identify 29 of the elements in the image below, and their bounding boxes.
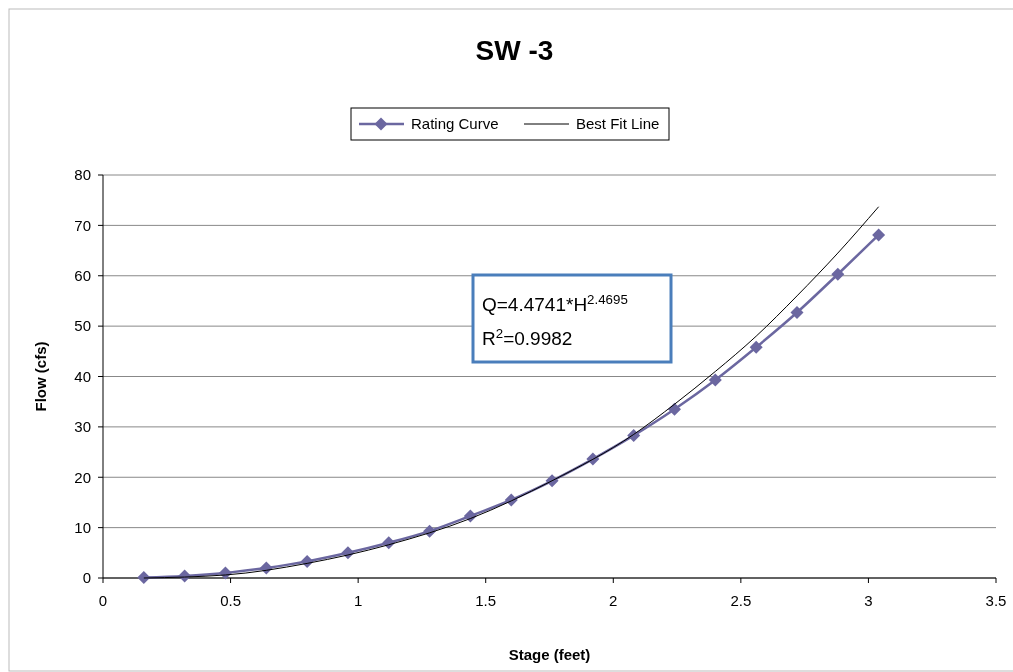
y-tick-label: 40 — [74, 367, 91, 385]
y-axis-title: Flow (cfs) — [32, 341, 49, 412]
legend-label: Best Fit Line — [576, 115, 660, 133]
y-tick-label: 10 — [74, 518, 91, 536]
x-tick-label: 1.5 — [475, 592, 497, 609]
y-tick-label: 80 — [74, 166, 91, 184]
y-tick-label: 50 — [74, 317, 91, 335]
x-tick-label: 2 — [609, 592, 618, 609]
y-tick-label: 0 — [82, 569, 91, 587]
x-tick-label: 2.5 — [730, 592, 752, 609]
y-tick-label: 30 — [74, 418, 91, 436]
x-axis-title: Stage (feet) — [508, 646, 591, 663]
x-tick-label: 1 — [353, 592, 363, 609]
annotation: Q=4.4741*H$^{2.4695}$ — [482, 291, 628, 315]
x-tick-label: 3.5 — [985, 592, 1007, 609]
legend-label: Rating Curve — [411, 115, 499, 133]
y-tick-label: 60 — [74, 267, 91, 284]
x-tick-label: 0.5 — [220, 592, 241, 609]
point — [749, 340, 763, 354]
y-tick-label: 70 — [74, 216, 91, 234]
point — [831, 267, 845, 281]
point — [708, 373, 722, 387]
point — [790, 306, 804, 320]
chart-title: SW -3 — [475, 35, 554, 66]
annotation: R$^{2}$=0.9982 — [482, 325, 573, 349]
point — [872, 228, 886, 242]
y-tick-label: 20 — [74, 468, 91, 486]
x-tick-label: 3 — [864, 592, 873, 609]
x-tick-label: 0 — [98, 592, 108, 609]
